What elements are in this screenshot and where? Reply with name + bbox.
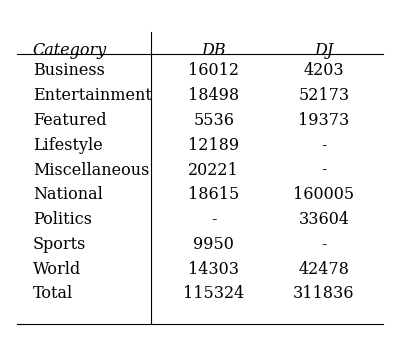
Text: 5536: 5536	[193, 112, 234, 129]
Text: 19373: 19373	[298, 112, 349, 129]
Text: Business: Business	[33, 63, 105, 79]
Text: 52173: 52173	[298, 87, 349, 104]
Text: Category: Category	[33, 42, 107, 59]
Text: 16012: 16012	[188, 63, 239, 79]
Text: -: -	[321, 161, 327, 179]
Text: DJ: DJ	[314, 42, 333, 59]
Text: Total: Total	[33, 285, 73, 302]
Text: 12189: 12189	[188, 137, 239, 154]
Text: Entertainment: Entertainment	[33, 87, 152, 104]
Text: 20221: 20221	[188, 161, 239, 179]
Text: -: -	[321, 137, 327, 154]
Text: 14303: 14303	[188, 261, 239, 278]
Text: DB: DB	[202, 42, 226, 59]
Text: National: National	[33, 186, 103, 203]
Text: Politics: Politics	[33, 211, 92, 228]
Text: 18498: 18498	[188, 87, 239, 104]
Text: 42478: 42478	[299, 261, 349, 278]
Text: 33604: 33604	[298, 211, 349, 228]
Text: 4203: 4203	[303, 63, 344, 79]
Text: Lifestyle: Lifestyle	[33, 137, 103, 154]
Text: -: -	[321, 236, 327, 253]
Text: 115324: 115324	[183, 285, 244, 302]
Text: Featured: Featured	[33, 112, 107, 129]
Text: 160005: 160005	[293, 186, 354, 203]
Text: 9950: 9950	[193, 236, 234, 253]
Text: Sports: Sports	[33, 236, 86, 253]
Text: 18615: 18615	[188, 186, 239, 203]
Text: 311836: 311836	[293, 285, 354, 302]
Text: Miscellaneous: Miscellaneous	[33, 161, 149, 179]
Text: World: World	[33, 261, 81, 278]
Text: -: -	[211, 211, 217, 228]
